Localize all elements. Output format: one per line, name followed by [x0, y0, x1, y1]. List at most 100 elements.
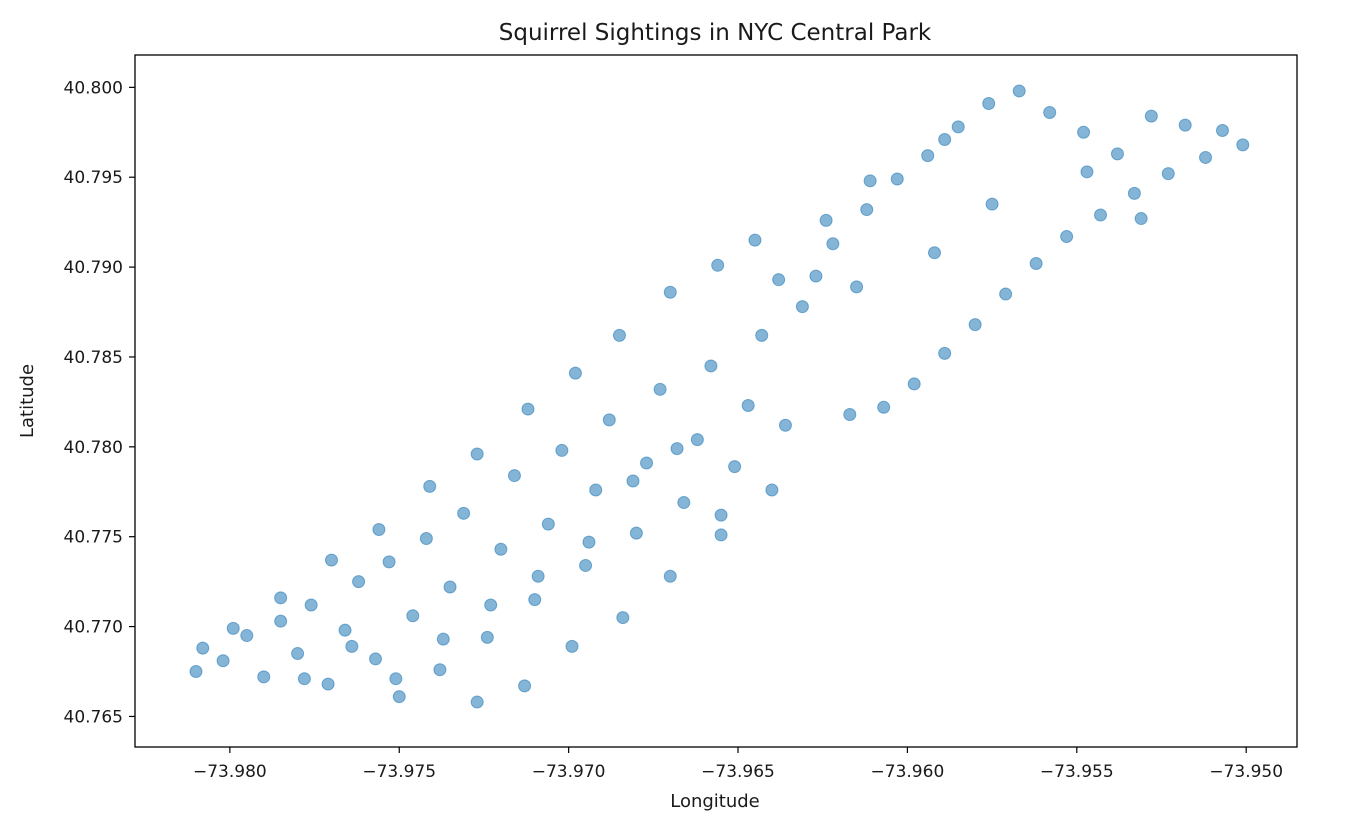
data-points	[189, 84, 1250, 709]
plot-frame	[134, 54, 1298, 748]
data-point	[1012, 84, 1026, 98]
data-point	[602, 413, 616, 427]
x-tick-label: −73.980	[193, 762, 267, 782]
data-point	[240, 629, 254, 643]
data-point	[196, 641, 210, 655]
y-axis-ticks: 40.765 40.770 40.775 40.780 40.785 40.790 40.7…	[64, 78, 135, 727]
y-tick-label: 40.795	[64, 168, 123, 188]
y-tick-label: 40.785	[64, 348, 123, 368]
y-tick-label: 40.780	[64, 438, 123, 458]
data-point	[795, 300, 809, 314]
data-point	[521, 402, 535, 416]
x-tick-label: −73.955	[1040, 762, 1114, 782]
y-tick-label: 40.765	[64, 707, 123, 727]
chart-title: Squirrel Sightings in NYC Central Park	[499, 20, 932, 46]
data-point	[1236, 138, 1250, 152]
y-tick-label: 40.775	[64, 528, 123, 548]
data-point	[406, 609, 420, 623]
data-point	[1178, 118, 1192, 132]
data-point	[629, 526, 643, 540]
data-point	[1094, 208, 1108, 222]
x-tick-label: −73.975	[362, 762, 436, 782]
data-point	[809, 269, 823, 283]
data-point	[778, 418, 792, 432]
data-point	[640, 456, 654, 470]
data-point	[711, 258, 725, 272]
data-point	[755, 328, 769, 342]
data-point	[216, 654, 230, 668]
data-point	[850, 280, 864, 294]
data-point	[304, 598, 318, 612]
data-point	[677, 496, 691, 510]
data-point	[704, 359, 718, 373]
data-point	[663, 569, 677, 583]
data-point	[338, 623, 352, 637]
data-point	[1127, 186, 1141, 200]
data-point	[1199, 150, 1213, 164]
data-point	[772, 273, 786, 287]
data-point	[714, 528, 728, 542]
data-point	[1134, 212, 1148, 226]
data-point	[1060, 230, 1074, 244]
data-point	[748, 233, 762, 247]
data-point	[765, 483, 779, 497]
data-point	[480, 630, 494, 644]
data-point	[382, 555, 396, 569]
data-point	[345, 639, 359, 653]
x-axis-ticks: −73.980 −73.975 −73.970 −73.965 −73.960 −73.9…	[193, 747, 1283, 782]
data-point	[690, 433, 704, 447]
data-point	[951, 120, 965, 134]
data-point	[714, 508, 728, 522]
data-point	[589, 483, 603, 497]
data-point	[541, 517, 555, 531]
data-point	[372, 523, 386, 537]
data-point	[826, 237, 840, 251]
data-point	[626, 474, 640, 488]
data-point	[518, 679, 532, 693]
data-point	[274, 591, 288, 605]
data-point	[907, 377, 921, 391]
data-point	[470, 447, 484, 461]
data-point	[741, 398, 755, 412]
data-point	[579, 558, 593, 572]
data-point	[443, 580, 457, 594]
data-point	[890, 172, 904, 186]
data-point	[863, 174, 877, 188]
data-point	[297, 672, 311, 686]
data-point	[419, 532, 433, 545]
y-tick-label: 40.790	[64, 258, 123, 278]
data-point	[457, 506, 471, 520]
data-point	[392, 690, 406, 704]
data-point	[985, 197, 999, 211]
data-point	[843, 407, 857, 421]
x-tick-label: −73.970	[532, 762, 606, 782]
data-point	[568, 366, 582, 380]
data-point	[1215, 123, 1229, 137]
data-point	[494, 542, 508, 556]
data-point	[938, 132, 952, 146]
data-point	[274, 614, 288, 628]
data-point	[189, 665, 203, 679]
data-point	[1110, 147, 1124, 161]
data-point	[436, 632, 450, 646]
data-point	[257, 670, 271, 684]
data-point	[1029, 257, 1043, 270]
x-tick-label: −73.960	[871, 762, 945, 782]
data-point	[484, 598, 498, 612]
data-point	[860, 203, 874, 217]
data-point	[612, 328, 626, 342]
data-point	[968, 318, 982, 332]
data-point	[653, 382, 667, 396]
data-point	[565, 639, 579, 653]
data-point	[670, 442, 684, 456]
data-point	[352, 575, 366, 589]
data-point	[1161, 167, 1175, 181]
data-point	[1080, 165, 1094, 179]
data-point	[877, 400, 891, 414]
data-point	[433, 663, 447, 677]
data-point	[470, 695, 484, 709]
data-point	[1144, 109, 1158, 123]
data-point	[528, 593, 542, 607]
data-point	[389, 672, 403, 686]
